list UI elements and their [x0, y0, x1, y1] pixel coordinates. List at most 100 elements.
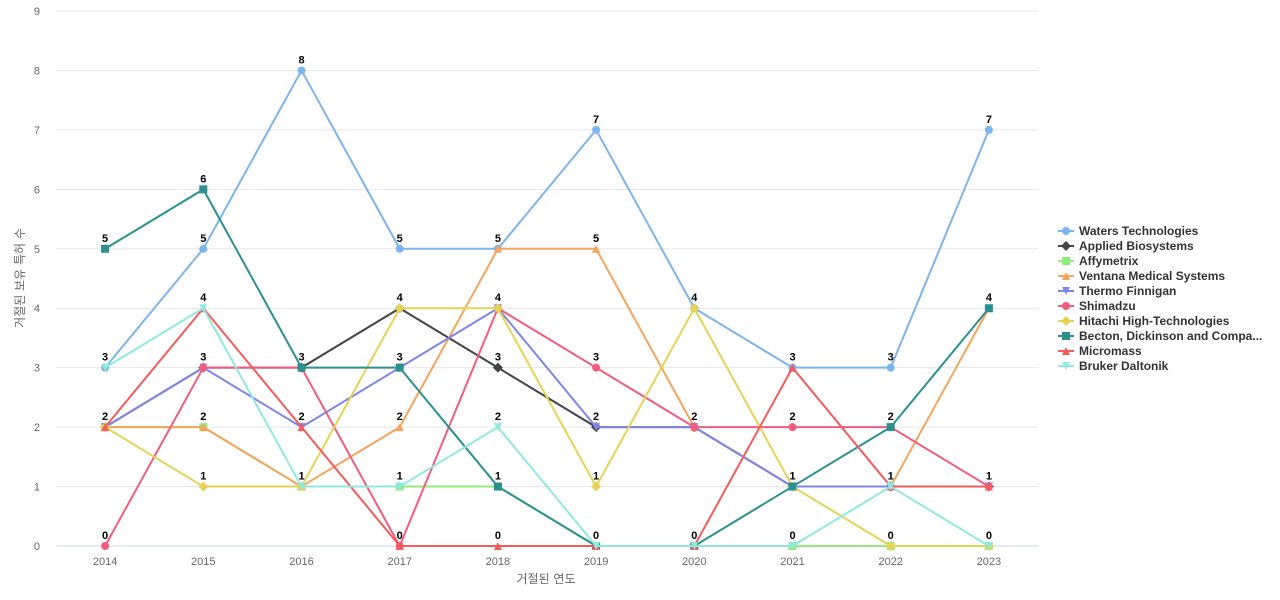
data-label: 0 — [888, 530, 894, 542]
data-label: 0 — [102, 530, 108, 542]
x-tick-label: 2023 — [977, 556, 1001, 568]
data-point — [592, 542, 601, 550]
x-tick-label: 2014 — [93, 556, 117, 568]
data-label: 4 — [200, 292, 207, 304]
data-label: 3 — [888, 352, 894, 364]
data-label: 1 — [495, 471, 501, 483]
data-label: 1 — [888, 471, 894, 483]
data-point — [984, 542, 993, 550]
legend-marker — [1062, 332, 1070, 340]
data-label: 5 — [593, 233, 599, 245]
data-point — [984, 304, 993, 313]
x-tick-label: 2015 — [191, 556, 215, 568]
data-point — [788, 542, 797, 550]
legend-item[interactable]: Micromass — [1058, 344, 1142, 358]
legend-marker — [1062, 227, 1070, 235]
legend-item[interactable]: Bruker Daltonik — [1058, 359, 1169, 373]
data-point — [886, 363, 895, 372]
data-point — [493, 244, 502, 253]
data-point — [788, 363, 797, 372]
data-point — [101, 244, 110, 253]
data-label: 1 — [986, 471, 992, 483]
data-point — [591, 481, 602, 492]
data-label: 0 — [691, 530, 697, 542]
data-labels: 3 2 0 5 5 3 2 1 6 4 8 3 1 2 5 4 1 2 3 0 5 3 1 4 0 2 7 2 0 5 3 1 4 2 0 3 1 0 2 3… — [102, 54, 993, 542]
data-label: 2 — [495, 411, 501, 423]
legend-item[interactable]: Shimadzu — [1058, 299, 1136, 313]
data-label: 5 — [495, 233, 501, 245]
data-point — [493, 542, 502, 550]
data-point — [592, 363, 601, 372]
data-label: 1 — [397, 471, 403, 483]
legend-item[interactable]: Ventana Medical Systems — [1058, 269, 1225, 283]
y-tick-label: 9 — [34, 6, 40, 18]
x-tick-label: 2018 — [486, 556, 510, 568]
data-point — [395, 423, 404, 432]
data-point — [101, 423, 110, 432]
y-axis-title: 거절된 보유 특허 수 — [13, 228, 27, 328]
data-label: 2 — [593, 411, 599, 423]
data-point — [199, 185, 208, 194]
legend-item[interactable]: Thermo Finnigan — [1058, 284, 1176, 298]
x-tick-label: 2020 — [682, 556, 706, 568]
data-point — [395, 244, 404, 253]
x-tick-label: 2017 — [387, 556, 411, 568]
data-label: 0 — [495, 530, 501, 542]
data-point — [394, 303, 405, 314]
legend-marker — [1062, 302, 1070, 310]
data-label: 1 — [789, 471, 795, 483]
legend-item[interactable]: Applied Biosystems — [1058, 239, 1194, 253]
data-point — [592, 125, 601, 134]
legend-marker — [1061, 316, 1071, 326]
x-tick-label: 2022 — [878, 556, 902, 568]
data-label: 3 — [397, 352, 403, 364]
legend-marker — [1062, 362, 1070, 370]
data-point — [297, 423, 306, 432]
data-label: 3 — [593, 352, 599, 364]
data-point — [690, 423, 699, 432]
data-point — [198, 481, 209, 492]
y-tick-label: 7 — [34, 125, 40, 137]
data-label: 2 — [200, 411, 206, 423]
legend-label: Affymetrix — [1079, 254, 1139, 268]
data-label: 1 — [298, 471, 304, 483]
data-label: 3 — [298, 352, 304, 364]
series-line — [104, 307, 990, 547]
data-point — [297, 66, 306, 75]
data-label: 0 — [789, 530, 795, 542]
y-tick-label: 2 — [34, 422, 40, 434]
data-point — [395, 542, 404, 550]
y-axis-ticks: 0 1 2 3 4 5 6 7 8 9 — [34, 6, 40, 553]
legend-item[interactable]: Hitachi High-Technologies — [1058, 314, 1230, 328]
legend-item[interactable]: Becton, Dickinson and Compa... — [1058, 329, 1262, 343]
y-tick-label: 8 — [34, 65, 40, 77]
data-label: 3 — [200, 352, 206, 364]
gridlines — [56, 10, 1038, 547]
legend-marker — [1062, 287, 1070, 295]
data-label: 4 — [691, 292, 698, 304]
data-label: 3 — [495, 352, 501, 364]
data-point — [493, 423, 502, 432]
legend-marker — [1062, 272, 1070, 280]
data-point — [788, 423, 797, 432]
x-tick-label: 2021 — [780, 556, 804, 568]
y-tick-label: 0 — [34, 541, 40, 553]
data-point — [592, 423, 601, 432]
legend-marker — [1062, 257, 1070, 265]
legend-item[interactable]: Waters Technologies — [1058, 224, 1199, 238]
data-point — [101, 363, 110, 372]
legend-label: Micromass — [1079, 344, 1142, 358]
series-line — [104, 188, 990, 547]
data-label: 7 — [593, 114, 599, 126]
legend-item[interactable]: Affymetrix — [1058, 254, 1139, 268]
legend-label: Hitachi High-Technologies — [1079, 314, 1230, 328]
data-label: 6 — [200, 173, 206, 185]
x-tick-label: 2019 — [584, 556, 608, 568]
data-point — [199, 423, 208, 432]
legend-marker — [1062, 347, 1070, 355]
legend-label: Applied Biosystems — [1079, 239, 1194, 253]
data-label: 0 — [397, 530, 403, 542]
data-point — [886, 482, 895, 491]
data-label: 5 — [200, 233, 206, 245]
